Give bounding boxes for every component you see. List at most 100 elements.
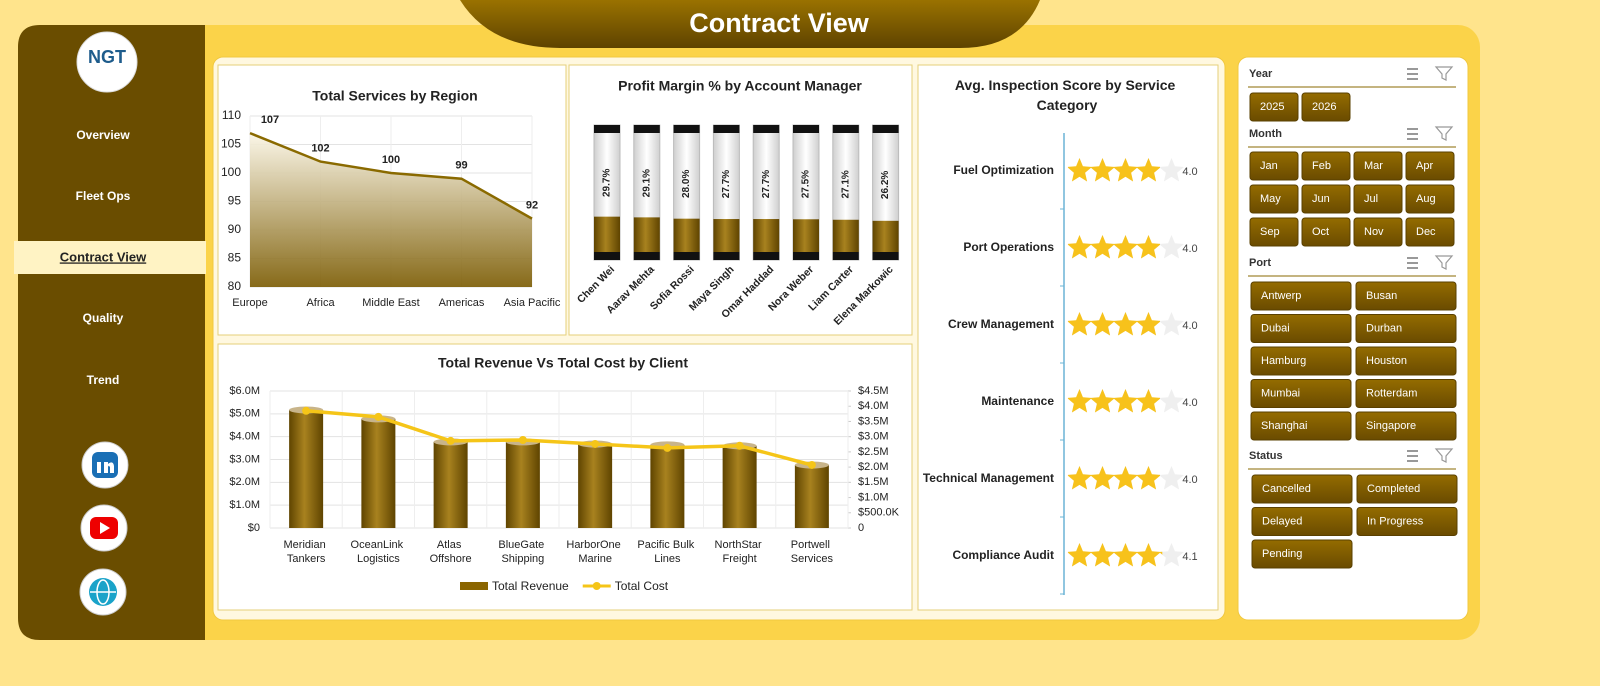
slicer-button-label[interactable]: 2026 <box>1312 101 1336 113</box>
y-tick-label: Crew Management <box>948 317 1054 331</box>
slicer-button-label[interactable]: Pending <box>1262 548 1302 560</box>
slicer-button-label[interactable]: Oct <box>1312 226 1329 238</box>
slicer-button-label[interactable]: Durban <box>1366 322 1402 334</box>
slicer-button-label[interactable]: Dec <box>1416 226 1436 238</box>
slicer-button-label[interactable]: Aug <box>1416 193 1436 205</box>
legend-swatch <box>460 582 488 590</box>
nav-item[interactable]: Fleet Ops <box>76 189 131 203</box>
slicer-button-label[interactable]: Singapore <box>1366 420 1416 432</box>
y-tick-label: $2.0M <box>229 476 260 488</box>
slicer-button-label[interactable]: Completed <box>1367 483 1420 495</box>
slicer-button[interactable] <box>1301 184 1351 214</box>
slicer-button-label[interactable]: Apr <box>1416 160 1433 172</box>
clear-filter-icon[interactable] <box>1434 66 1454 81</box>
slicer-button[interactable] <box>1251 507 1353 536</box>
slicer-button[interactable] <box>1356 507 1458 536</box>
star-empty <box>1159 466 1184 490</box>
slicer-button[interactable] <box>1405 184 1455 214</box>
y2-tick-label: $1.5M <box>858 476 889 488</box>
slicer-button[interactable] <box>1353 217 1403 247</box>
slicer-button[interactable] <box>1249 92 1299 122</box>
star <box>1090 312 1115 336</box>
slicer-button-label[interactable]: Jun <box>1312 193 1330 205</box>
slicer-button[interactable] <box>1251 474 1353 504</box>
star-empty <box>1159 235 1184 259</box>
tube-fill <box>872 220 899 252</box>
slicer-button[interactable] <box>1250 411 1352 441</box>
slicer-button[interactable] <box>1355 314 1457 343</box>
data-label: 4.0 <box>1182 243 1197 255</box>
slicer-button[interactable] <box>1405 217 1455 247</box>
y-tick-label: $0 <box>248 522 260 534</box>
slicer-button[interactable] <box>1250 314 1352 343</box>
slicer-button[interactable] <box>1353 151 1403 181</box>
slicer-button[interactable] <box>1250 379 1352 408</box>
y2-tick-label: 0 <box>858 522 864 534</box>
y-tick-label: 80 <box>228 279 242 293</box>
nav-item[interactable]: Quality <box>83 311 124 325</box>
slicer-button-label[interactable]: May <box>1260 193 1281 205</box>
slicer-button[interactable] <box>1356 474 1458 504</box>
slicer-button[interactable] <box>1251 539 1353 569</box>
slicer-button-label[interactable]: Jul <box>1364 193 1378 205</box>
slicer-button[interactable] <box>1405 151 1455 181</box>
slicer-button-label[interactable]: In Progress <box>1367 515 1424 527</box>
star <box>1159 474 1160 476</box>
slicer-button[interactable] <box>1250 281 1352 311</box>
slicer-button-label[interactable]: Mar <box>1364 160 1383 172</box>
slicer-button[interactable] <box>1249 151 1299 181</box>
slicer-button-label[interactable]: Dubai <box>1261 322 1290 334</box>
nav-item[interactable]: Trend <box>87 373 120 387</box>
slicer-button-label[interactable]: Rotterdam <box>1366 387 1417 399</box>
slicer-button[interactable] <box>1301 217 1351 247</box>
slicer-button[interactable] <box>1249 217 1299 247</box>
slicer-button[interactable] <box>1355 379 1457 408</box>
slicer-button[interactable] <box>1355 281 1457 311</box>
star <box>1113 235 1138 259</box>
clear-filter-icon[interactable] <box>1434 126 1454 141</box>
tube-fill <box>713 219 740 252</box>
slicer-button[interactable] <box>1353 184 1403 214</box>
slicer-button-label[interactable]: Feb <box>1312 160 1331 172</box>
y-tick-label: $5.0M <box>229 408 260 420</box>
y-tick-label: 95 <box>228 194 242 208</box>
clear-filter-icon[interactable] <box>1434 448 1454 463</box>
x-tick-label: Asia Pacific <box>504 297 561 309</box>
slicer-button-label[interactable]: Houston <box>1366 355 1407 367</box>
slicer-button[interactable] <box>1301 151 1351 181</box>
data-label: 27.1% <box>840 170 851 198</box>
nav-item[interactable]: Contract View <box>60 249 147 264</box>
slicer-button-label[interactable]: Mumbai <box>1261 387 1300 399</box>
slicer-button-label[interactable]: Nov <box>1364 226 1384 238</box>
slicer-button-label[interactable]: Sep <box>1260 226 1280 238</box>
star <box>1113 312 1138 336</box>
slicer-button-label[interactable]: Cancelled <box>1262 483 1311 495</box>
clear-filter-icon[interactable] <box>1434 255 1454 270</box>
slicer-button[interactable] <box>1301 92 1351 122</box>
x-tick-label: Pacific Bulk Lines <box>637 539 697 565</box>
star <box>1159 166 1160 168</box>
tube-cap <box>713 125 740 133</box>
slicer-button-label[interactable]: Antwerp <box>1261 290 1301 302</box>
slicer-button-label[interactable]: 2025 <box>1260 101 1284 113</box>
slicer-button[interactable] <box>1355 411 1457 441</box>
slicer-button-label[interactable]: Busan <box>1366 290 1397 302</box>
slicer-button[interactable] <box>1249 184 1299 214</box>
slicer-button[interactable] <box>1355 346 1457 376</box>
slicer-button-label[interactable]: Shanghai <box>1261 420 1308 432</box>
star-rating <box>1068 543 1163 567</box>
data-label: 27.5% <box>801 170 812 198</box>
slicer-button[interactable] <box>1250 346 1352 376</box>
star-rating <box>1068 389 1160 413</box>
x-tick-label: Middle East <box>362 297 419 309</box>
x-tick-label: Atlas Offshore <box>430 539 472 565</box>
data-label: 102 <box>311 143 329 155</box>
data-label: 26.2% <box>880 171 891 199</box>
nav-item[interactable]: Overview <box>76 128 130 142</box>
slicer-button-label[interactable]: Jan <box>1260 160 1278 172</box>
slicer-button-label[interactable]: Delayed <box>1262 515 1302 527</box>
data-label: 107 <box>261 114 279 126</box>
slicer-button-label[interactable]: Hamburg <box>1261 355 1306 367</box>
star <box>1136 312 1160 336</box>
